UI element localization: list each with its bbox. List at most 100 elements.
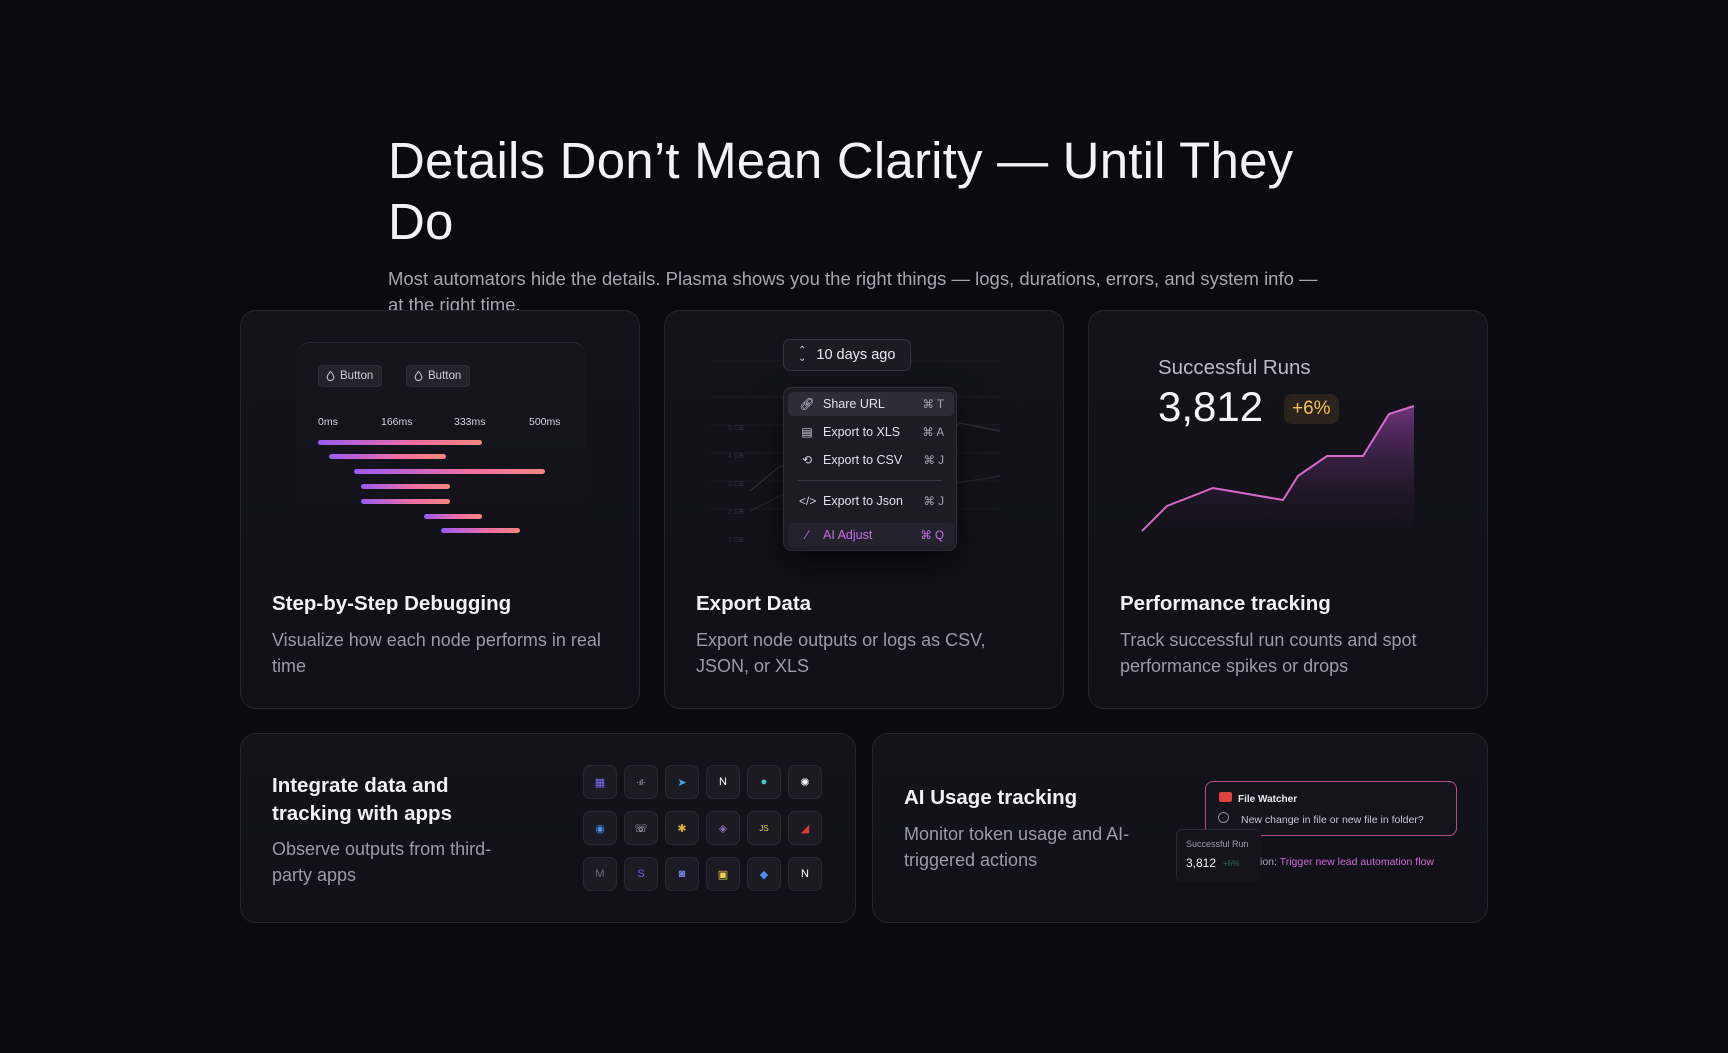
menu-item-shortcut: ⌘ J (923, 496, 944, 508)
mini-metric-label: Successful Run (1186, 839, 1249, 849)
document-icon: ▤ (801, 425, 813, 439)
timeline-tick: 333ms (454, 416, 486, 428)
card-title: Export Data (696, 592, 812, 615)
metric-label: Successful Runs (1158, 356, 1311, 379)
rocket-app-icon[interactable]: ◢ (788, 811, 822, 845)
export-menu: 🔗︎ Share URL ⌘ T ▤ Export to XLS ⌘ A ⟲ E… (783, 387, 957, 551)
timeline-tick: 500ms (529, 416, 561, 428)
menu-item-export-json[interactable]: </> Export to Json ⌘ J (788, 489, 954, 513)
card-title: Step-by-Step Debugging (272, 592, 512, 615)
hero: Details Don’t Mean Clarity — Until They … (388, 130, 1348, 318)
chip-label: Button (428, 370, 462, 382)
metric-change-badge: +6% (1284, 394, 1339, 424)
phone-app-icon[interactable]: ☏ (624, 811, 658, 845)
card-description: Track successful run counts and spot per… (1120, 630, 1417, 676)
axis-label: 2 GB (728, 509, 744, 516)
menu-item-label: Export to XLS (823, 425, 901, 439)
debug-chip-button[interactable]: Button (318, 365, 383, 387)
ai-usage-card: AI Usage tracking Monitor token usage an… (872, 733, 1488, 923)
menu-item-share-url[interactable]: 🔗︎ Share URL ⌘ T (788, 392, 954, 416)
chip-label: Button (340, 370, 374, 382)
magic-wand-icon: ⁄ (805, 528, 808, 542)
notion-app-icon[interactable]: N (706, 765, 740, 799)
timeline-bar (329, 454, 446, 459)
python-app-icon[interactable]: ◆ (747, 857, 781, 891)
notion-app-icon[interactable]: N (788, 857, 822, 891)
calendar-app-icon[interactable]: ▦ (583, 765, 617, 799)
trigger-action-text: ion: Trigger new lead automation flow (1260, 856, 1434, 868)
card-title: AI Usage tracking (904, 786, 1078, 809)
gmail-app-icon[interactable]: M (583, 857, 617, 891)
mini-metric-badge: +6% (1223, 859, 1240, 868)
performance-chart (1141, 405, 1415, 536)
menu-item-label: Export to CSV (823, 453, 903, 467)
chevron-up-down-icon: ⌃ ⌄ (798, 345, 807, 364)
export-card: 5 GB 4 GB 3 GB 2 GB 1 GB ⌃ ⌄ 10 days ago … (664, 310, 1064, 709)
performance-card: Successful Runs 3,812 +6% Performance tr… (1088, 310, 1488, 709)
make-app-icon[interactable]: ·ıl· (624, 765, 658, 799)
trigger-prefix: ion: (1260, 856, 1280, 868)
date-range-button[interactable]: ⌃ ⌄ 10 days ago (783, 339, 911, 371)
menu-item-shortcut: ⌘ J (923, 455, 944, 467)
code-icon: </> (799, 494, 817, 508)
card-description: Export node outputs or logs as CSV, JSON… (696, 630, 986, 676)
timeline-bar (441, 528, 520, 533)
menu-item-ai-adjust[interactable]: ⁄ AI Adjust ⌘ Q (788, 523, 954, 547)
drop-app-icon[interactable]: ◈ (706, 811, 740, 845)
menu-item-export-csv[interactable]: ⟲ Export to CSV ⌘ J (788, 448, 954, 472)
slack-app-icon[interactable]: ✱ (665, 811, 699, 845)
menu-item-label: AI Adjust (823, 528, 873, 542)
menu-item-export-xls[interactable]: ▤ Export to XLS ⌘ A (788, 420, 954, 444)
timeline-tick: 166ms (381, 416, 413, 428)
timeline-bar (361, 499, 450, 504)
mini-metric-value: 3,812 (1186, 856, 1217, 870)
check-circle-icon (1218, 812, 1229, 823)
stripe-app-icon[interactable]: S (624, 857, 658, 891)
debug-chip-button[interactable]: Button (406, 365, 471, 387)
discord-app-icon[interactable]: ◙ (665, 857, 699, 891)
chart-area (1142, 406, 1414, 536)
drop-icon (326, 371, 335, 381)
integrations-card: Integrate data and tracking with apps Ob… (240, 733, 856, 923)
timeline-bar (424, 514, 482, 519)
axis-label: 5 GB (728, 425, 744, 432)
axis-label: 4 GB (728, 453, 744, 460)
chart-line (1141, 405, 1415, 532)
timeline-tick: 0ms (318, 416, 338, 428)
page-title: Details Don’t Mean Clarity — Until They … (388, 132, 1294, 251)
folder-icon (1219, 792, 1232, 802)
mini-metric-card: Successful Run 3,812 +6% (1176, 829, 1261, 882)
axis-label: 1 GB (728, 537, 744, 544)
menu-item-shortcut: ⌘ A (922, 427, 944, 439)
menu-divider (798, 480, 942, 481)
shuffle-icon: ⟲ (801, 453, 813, 467)
trigger-link[interactable]: Trigger new lead automation flow (1279, 856, 1434, 868)
menu-item-label: Export to Json (823, 494, 903, 508)
teal-dot-app-icon[interactable]: ● (747, 765, 781, 799)
node-description: New change in file or new file in folder… (1241, 814, 1424, 826)
card-description: Visualize how each node performs in real… (272, 630, 601, 676)
menu-item-shortcut: ⌘ Q (920, 530, 944, 542)
menu-item-label: Share URL (823, 397, 885, 411)
globe-app-icon[interactable]: ◉ (583, 811, 617, 845)
file-watcher-node[interactable]: File Watcher New change in file or new f… (1205, 781, 1457, 836)
js-file-app-icon[interactable]: ▣ (706, 857, 740, 891)
timeline-bar (318, 440, 482, 445)
metric-value: 3,812 (1158, 383, 1264, 430)
drop-icon (414, 371, 423, 381)
timeline-bar (354, 469, 545, 474)
axis-label: 3 GB (728, 481, 744, 488)
card-title: Integrate data and tracking with apps (272, 774, 452, 825)
javascript-app-icon[interactable]: JS (747, 811, 781, 845)
menu-item-shortcut: ⌘ T (922, 399, 944, 411)
timeline-bar (361, 484, 450, 489)
link-icon: 🔗︎ (799, 397, 815, 411)
card-description: Observe outputs from third-party apps (272, 839, 492, 885)
debugging-card: Button Button 0ms 166ms 333ms 500ms Step… (240, 310, 640, 709)
date-range-label: 10 days ago (816, 347, 896, 363)
card-title: Performance tracking (1120, 592, 1331, 615)
node-title: File Watcher (1238, 794, 1298, 805)
card-description: Monitor token usage and AI-triggered act… (904, 824, 1130, 870)
openai-app-icon[interactable]: ✺ (788, 765, 822, 799)
telegram-app-icon[interactable]: ➤ (665, 765, 699, 799)
